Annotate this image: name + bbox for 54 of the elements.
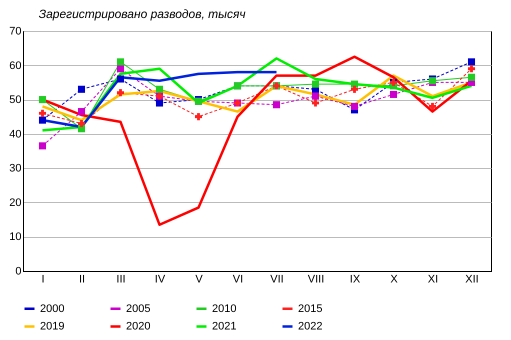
- y-tick-label: 0: [15, 266, 22, 278]
- x-tick-label: I: [41, 274, 45, 286]
- point: [312, 92, 320, 100]
- x-tick-label: VII: [270, 274, 284, 286]
- point: [156, 86, 164, 93]
- legend-label: 2020: [126, 320, 150, 332]
- point: [312, 99, 320, 107]
- y-tick-label: 20: [9, 196, 22, 209]
- x-tick-label: III: [116, 274, 126, 286]
- legend-label: 2010: [212, 302, 236, 315]
- point: [78, 108, 86, 116]
- y-tick-label: 40: [9, 128, 22, 140]
- legend-label: 2022: [298, 320, 322, 332]
- x-tick-label: II: [78, 274, 86, 286]
- point: [116, 65, 124, 72]
- y-tick-label: 60: [9, 60, 22, 72]
- x-tick-label: IV: [154, 274, 166, 286]
- y-tick-label: 30: [9, 162, 22, 175]
- point: [116, 75, 124, 83]
- point: [116, 58, 124, 66]
- y-tick-label: 70: [9, 26, 22, 38]
- x-tick-label: V: [195, 274, 204, 286]
- point: [156, 99, 164, 107]
- x-tick-label: XI: [428, 274, 438, 286]
- point: [194, 113, 202, 120]
- x-tick-label: IX: [350, 274, 361, 286]
- point: [468, 65, 476, 72]
- point: [272, 101, 280, 108]
- x-tick-label: VI: [232, 274, 244, 286]
- point: [38, 96, 46, 104]
- legend-label: 2000: [40, 302, 64, 315]
- legend-label: 2015: [298, 302, 322, 315]
- point: [390, 90, 398, 98]
- legend-label: 2005: [126, 302, 150, 315]
- point: [468, 58, 476, 66]
- point: [38, 142, 46, 150]
- x-tick-label: XII: [465, 274, 479, 286]
- point: [350, 86, 358, 93]
- x-tick-label: VIII: [308, 274, 324, 286]
- y-tick-label: 10: [9, 231, 22, 244]
- point: [38, 110, 46, 117]
- legend-label: 2021: [212, 320, 236, 332]
- point: [116, 89, 124, 96]
- x-tick-label: X: [390, 274, 398, 286]
- point: [78, 120, 86, 128]
- point: [428, 102, 436, 110]
- point: [468, 74, 476, 81]
- chart-title: Зарегистрировано разводов, тысяч: [38, 7, 246, 21]
- point: [312, 80, 320, 88]
- y-tick-label: 50: [9, 94, 22, 106]
- point: [350, 102, 358, 110]
- point: [78, 86, 86, 93]
- point: [38, 116, 46, 124]
- legend-label: 2019: [40, 320, 64, 332]
